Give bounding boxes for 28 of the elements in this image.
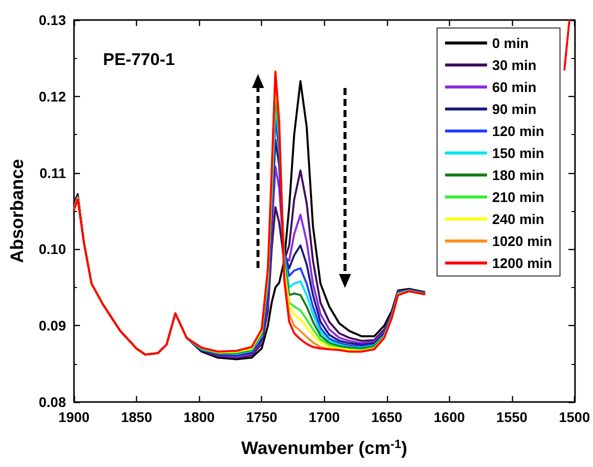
y-axis-title: Absorbance bbox=[7, 158, 27, 264]
x-tick-label: 1800 bbox=[184, 409, 215, 425]
legend-label: 1200 min bbox=[492, 255, 552, 271]
x-tick-label: 1750 bbox=[246, 409, 278, 425]
text: PE-770-1 bbox=[103, 50, 175, 69]
legend-label: 150 min bbox=[492, 145, 544, 161]
y-tick-label: 0.11 bbox=[40, 164, 66, 181]
y-tick-label: 0.12 bbox=[38, 88, 66, 104]
y-tick-label: 0.13 bbox=[38, 12, 66, 28]
legend-label: 120 min bbox=[492, 123, 544, 139]
y-tick-label: 0.08 bbox=[38, 394, 66, 410]
legend-label: 210 min bbox=[492, 189, 544, 205]
x-tick-label: 1850 bbox=[120, 409, 152, 425]
legend-label: 240 min bbox=[492, 211, 544, 227]
x-tick-label: 1550 bbox=[496, 409, 528, 425]
x-tick-label: 1600 bbox=[434, 409, 466, 425]
y-tick-label: 0.09 bbox=[38, 318, 66, 334]
x-tick-label: 1900 bbox=[58, 409, 90, 425]
legend-label: 30 min bbox=[492, 57, 536, 73]
legend-label: 90 min bbox=[492, 101, 536, 117]
legend-label: 60 min bbox=[492, 79, 536, 95]
x-tick-label: 1500 bbox=[558, 409, 590, 425]
legend-label: 1020 min bbox=[492, 233, 552, 249]
y-tick-label: 0.10 bbox=[38, 241, 66, 258]
x-tick-label: 1650 bbox=[371, 409, 403, 425]
x-tick-label: 1700 bbox=[308, 409, 340, 425]
legend-label: 180 min bbox=[492, 167, 544, 183]
legend-label: 0 min bbox=[492, 35, 529, 51]
